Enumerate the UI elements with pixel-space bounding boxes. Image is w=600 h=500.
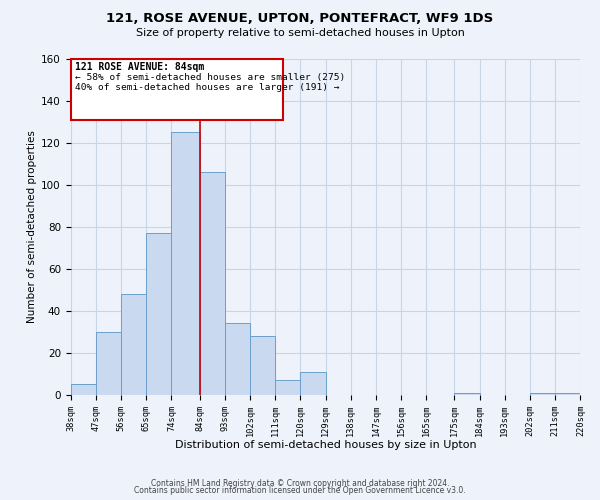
Text: Contains HM Land Registry data © Crown copyright and database right 2024.: Contains HM Land Registry data © Crown c… (151, 478, 449, 488)
Bar (96, 332, 121, 394)
Text: Size of property relative to semi-detached houses in Upton: Size of property relative to semi-detach… (136, 28, 464, 38)
Bar (530, 392, 555, 394)
Bar (200, 172, 225, 394)
Bar (275, 380, 301, 394)
Bar (71, 384, 96, 394)
X-axis label: Distribution of semi-detached houses by size in Upton: Distribution of semi-detached houses by … (175, 440, 476, 450)
Text: 121, ROSE AVENUE, UPTON, PONTEFRACT, WF9 1DS: 121, ROSE AVENUE, UPTON, PONTEFRACT, WF9… (106, 12, 494, 26)
Bar (225, 324, 250, 394)
Bar (301, 372, 326, 394)
Y-axis label: Number of semi-detached properties: Number of semi-detached properties (27, 130, 37, 323)
Text: ← 58% of semi-detached houses are smaller (275): ← 58% of semi-detached houses are smalle… (75, 72, 345, 82)
Bar (121, 294, 146, 394)
Bar (454, 392, 479, 394)
Bar (146, 233, 172, 394)
Bar (71, 59, 283, 120)
Text: 121 ROSE AVENUE: 84sqm: 121 ROSE AVENUE: 84sqm (75, 62, 204, 72)
Text: Contains public sector information licensed under the Open Government Licence v3: Contains public sector information licen… (134, 486, 466, 495)
Bar (250, 336, 275, 394)
Bar (172, 132, 200, 394)
Text: 40% of semi-detached houses are larger (191) →: 40% of semi-detached houses are larger (… (75, 83, 340, 92)
Bar (555, 392, 580, 394)
